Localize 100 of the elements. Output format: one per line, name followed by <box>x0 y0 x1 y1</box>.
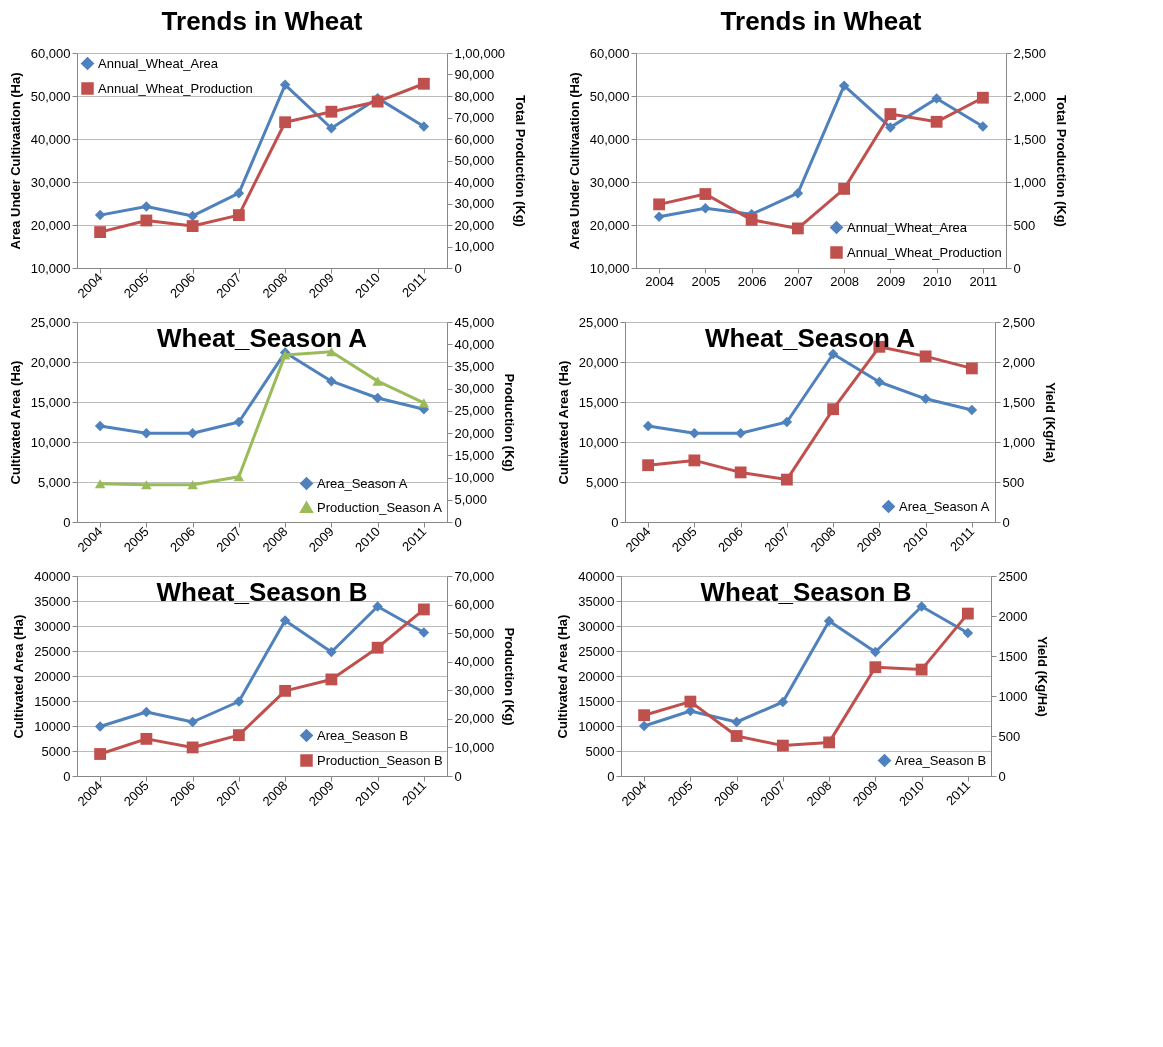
point <box>417 603 430 616</box>
y2-tick-label: 2,000 <box>1013 88 1047 104</box>
point <box>916 601 927 612</box>
point <box>781 416 793 428</box>
point <box>915 663 928 676</box>
legend-label: Area_Season B <box>317 727 409 743</box>
point <box>279 116 292 129</box>
point <box>372 376 383 386</box>
point <box>140 214 153 227</box>
y2-tick-label: 1,000 <box>1002 434 1036 450</box>
point <box>689 427 700 439</box>
y-tick-label: 50,000 <box>30 88 71 104</box>
point <box>418 121 430 132</box>
y2-axis-title: Total Production (Kg) <box>1054 95 1070 227</box>
y2-tick-label: 90,000 <box>454 67 495 82</box>
y-tick-label: 5000 <box>585 743 615 759</box>
point <box>870 646 881 658</box>
y-axis-title: Cultivated Area (Ha) <box>555 614 571 739</box>
y2-tick-label: 25,000 <box>454 403 495 419</box>
point <box>232 209 245 222</box>
point <box>326 123 337 134</box>
y-tick-label: 0 <box>63 514 71 530</box>
y2-tick-label: 0 <box>454 514 462 530</box>
point <box>735 427 746 439</box>
y2-tick-label: 60,000 <box>454 131 495 147</box>
y-tick-label: 10,000 <box>30 434 71 450</box>
legend-label: Annual_Wheat_Production <box>98 80 253 96</box>
point <box>730 730 743 742</box>
point <box>827 403 840 416</box>
point <box>141 480 152 490</box>
point <box>838 80 850 91</box>
y-axis-title: Area Under Cultivaation (Ha) <box>566 72 582 250</box>
point <box>699 188 712 200</box>
y2-tick-label: 500 <box>1002 474 1025 490</box>
point <box>187 716 198 728</box>
x-tick-label: 2011 <box>969 273 998 289</box>
y-tick-label: 50,000 <box>589 88 630 104</box>
point <box>734 466 747 479</box>
y2-tick-label: 50,000 <box>454 153 495 168</box>
y2-tick-label: 0 <box>454 260 462 276</box>
point <box>233 187 245 199</box>
x-tick-label: 2004 <box>645 273 675 289</box>
y2-tick-label: 70,000 <box>454 568 495 584</box>
x-tick-label: 2007 <box>783 273 813 289</box>
y-tick-label: 30000 <box>578 618 615 634</box>
y2-tick-label: 1,500 <box>1002 394 1036 410</box>
y2-tick-label: 20,000 <box>454 425 495 441</box>
point <box>780 473 793 486</box>
y-tick-label: 30000 <box>34 618 71 634</box>
point <box>279 79 291 91</box>
y2-axis-title: Yield (Kg/Ha) <box>1035 636 1051 717</box>
point <box>919 350 932 363</box>
legend-label: Annual_Wheat_Production <box>847 244 1002 260</box>
point <box>838 182 851 195</box>
y2-tick-label: 0 <box>1013 260 1021 276</box>
point <box>279 684 292 697</box>
chart-title: Wheat_Season B <box>156 577 368 607</box>
point <box>930 115 943 128</box>
point <box>791 222 804 235</box>
y2-tick-label: 40,000 <box>454 174 495 190</box>
point <box>186 741 199 754</box>
point <box>961 607 974 620</box>
point <box>642 459 655 472</box>
y-tick-label: 0 <box>611 514 619 530</box>
y-tick-label: 20,000 <box>30 217 71 233</box>
y-tick-label: 20,000 <box>589 217 630 233</box>
y-tick-label: 40,000 <box>589 131 630 147</box>
y-tick-label: 30,000 <box>30 174 71 190</box>
point <box>233 696 245 707</box>
point <box>731 716 742 728</box>
y2-tick-label: 2,000 <box>1002 354 1036 370</box>
y2-tick-label: 2000 <box>998 608 1028 624</box>
y2-tick-label: 30,000 <box>454 196 495 211</box>
y2-tick-label: 30,000 <box>454 381 495 397</box>
y2-tick-label: 2500 <box>998 568 1028 584</box>
y-tick-label: 40,000 <box>30 131 71 147</box>
y2-tick-label: 1,00,000 <box>454 45 506 61</box>
y2-tick-label: 80,000 <box>454 88 495 104</box>
point <box>326 646 337 658</box>
y-tick-label: 25,000 <box>578 314 619 330</box>
y-tick-label: 35000 <box>578 593 615 609</box>
y-tick-label: 0 <box>607 768 615 784</box>
point <box>371 641 384 654</box>
y2-tick-label: 1,500 <box>1013 131 1047 147</box>
y-tick-label: 20000 <box>578 668 615 684</box>
y-tick-label: 40000 <box>34 568 71 584</box>
point <box>884 108 897 120</box>
y-tick-label: 0 <box>63 768 71 784</box>
point <box>976 91 989 104</box>
y2-tick-label: 40,000 <box>454 336 495 352</box>
y-tick-label: 40000 <box>578 568 615 584</box>
y-tick-label: 25000 <box>578 643 615 659</box>
point <box>325 673 338 686</box>
y2-tick-label: 40,000 <box>454 654 495 670</box>
y-tick-label: 20000 <box>34 668 71 684</box>
y-axis-title: Cultivated Area (Ha) <box>7 360 23 485</box>
x-tick-label: 2005 <box>691 273 721 289</box>
y-tick-label: 10000 <box>578 718 615 734</box>
y2-tick-label: 10,000 <box>454 470 495 486</box>
chart-title: Wheat_Season A <box>705 323 916 353</box>
